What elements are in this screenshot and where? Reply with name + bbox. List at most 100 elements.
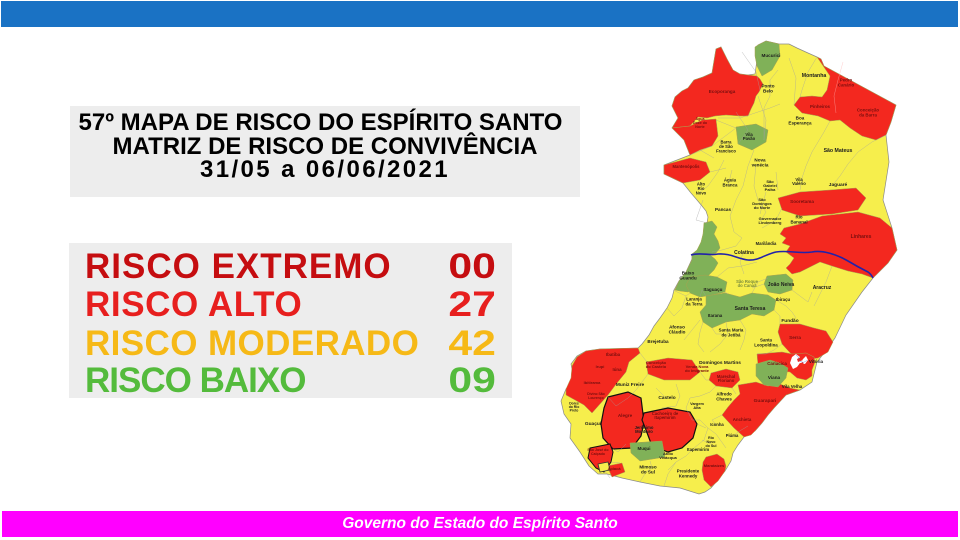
svg-text:Viana: Viana — [768, 375, 781, 380]
svg-text:São: São — [766, 179, 774, 184]
svg-text:Sooretama: Sooretama — [790, 199, 814, 204]
svg-text:Palha: Palha — [765, 187, 776, 192]
svg-text:Ibatiba: Ibatiba — [606, 352, 621, 357]
svg-text:Guaçuí: Guaçuí — [585, 421, 602, 427]
svg-text:Ecoporanga: Ecoporanga — [709, 89, 736, 94]
svg-text:Montanha: Montanha — [802, 73, 827, 79]
svg-text:Cláudio: Cláudio — [669, 329, 686, 334]
svg-text:Brejetuba: Brejetuba — [647, 339, 669, 344]
svg-text:Alta: Alta — [693, 406, 701, 410]
svg-text:São: São — [758, 197, 766, 202]
svg-text:Itapemirim: Itapemirim — [654, 415, 675, 420]
svg-text:Preto: Preto — [570, 409, 579, 413]
svg-text:Laranja: Laranja — [686, 297, 702, 302]
svg-text:do Sul: do Sul — [641, 469, 655, 474]
svg-text:Mantenópolis: Mantenópolis — [673, 164, 701, 169]
svg-text:Marechal: Marechal — [717, 374, 735, 379]
svg-text:Anchieta: Anchieta — [733, 417, 752, 422]
svg-text:Ponto: Ponto — [761, 84, 774, 89]
svg-text:Leopoldina: Leopoldina — [754, 342, 778, 347]
svg-text:do Sul: do Sul — [706, 444, 717, 448]
svg-text:Vivácqua: Vivácqua — [659, 455, 677, 460]
svg-text:Iconha: Iconha — [710, 422, 724, 427]
svg-text:Vila Velha: Vila Velha — [782, 384, 803, 389]
svg-text:Divino São: Divino São — [587, 392, 605, 396]
svg-text:Vila: Vila — [745, 132, 753, 137]
svg-text:do Castelo: do Castelo — [646, 364, 667, 369]
svg-text:de Jetibá: de Jetibá — [721, 332, 741, 337]
svg-text:Serra: Serra — [789, 335, 801, 340]
svg-text:Nova: Nova — [754, 158, 766, 163]
svg-text:Calçado: Calçado — [591, 452, 606, 456]
svg-text:Atílio: Atílio — [663, 451, 674, 456]
svg-text:Pinheiros: Pinheiros — [810, 104, 831, 109]
svg-text:São Mateus: São Mateus — [824, 148, 853, 154]
svg-text:Floriano: Floriano — [718, 378, 735, 383]
svg-text:Cachoeiro de: Cachoeiro de — [652, 411, 679, 416]
svg-text:Pavão: Pavão — [743, 136, 756, 141]
svg-text:Guandu: Guandu — [679, 275, 697, 280]
svg-text:do Norte: do Norte — [754, 205, 771, 210]
svg-text:Governador: Governador — [759, 216, 782, 221]
svg-text:Guarapari: Guarapari — [754, 398, 777, 404]
svg-text:venécia: venécia — [752, 162, 769, 167]
svg-text:Domingos: Domingos — [752, 201, 772, 206]
svg-text:da Barra: da Barra — [859, 112, 877, 117]
svg-text:Linhares: Linhares — [851, 234, 872, 240]
svg-text:Cariacica: Cariacica — [767, 361, 787, 366]
svg-text:Santa: Santa — [760, 338, 773, 343]
svg-text:Norte: Norte — [695, 125, 704, 129]
svg-text:Rio: Rio — [698, 186, 705, 191]
svg-text:Colatina: Colatina — [734, 250, 754, 256]
svg-text:Vila: Vila — [795, 177, 803, 182]
svg-text:Águia: Águia — [724, 178, 737, 183]
svg-text:Vitória: Vitória — [809, 359, 824, 364]
svg-text:Baixo: Baixo — [682, 271, 695, 276]
svg-text:Vargem: Vargem — [690, 402, 704, 406]
svg-text:Muniz Freire: Muniz Freire — [616, 382, 645, 388]
svg-text:Monteiro: Monteiro — [635, 429, 653, 434]
svg-text:Rio: Rio — [795, 215, 802, 220]
svg-text:Ibitirama: Ibitirama — [584, 380, 601, 385]
svg-text:Valério: Valério — [792, 181, 806, 186]
svg-text:Chaves: Chaves — [716, 396, 732, 401]
svg-text:Jaguaré: Jaguaré — [829, 182, 848, 188]
svg-text:Alegre: Alegre — [618, 413, 633, 418]
svg-text:do Imigrante: do Imigrante — [685, 368, 710, 373]
svg-text:de São: de São — [719, 144, 733, 149]
svg-text:Itapemirim: Itapemirim — [687, 447, 709, 452]
svg-text:Piúma: Piúma — [726, 433, 739, 438]
svg-text:Santa Maria: Santa Maria — [719, 328, 744, 333]
svg-text:Canário: Canário — [838, 82, 855, 87]
svg-text:Irupi: Irupi — [596, 364, 605, 369]
svg-text:Água: Água — [696, 116, 706, 121]
svg-text:Aracruz: Aracruz — [813, 285, 832, 291]
svg-text:Pancas: Pancas — [715, 207, 732, 212]
svg-text:Presidente: Presidente — [677, 469, 700, 474]
svg-text:do Rio: do Rio — [569, 405, 580, 409]
svg-text:Novo: Novo — [707, 440, 717, 444]
svg-text:Itaguaçu: Itaguaçu — [704, 287, 723, 292]
svg-text:Kennedy: Kennedy — [679, 473, 698, 478]
svg-text:Conceição: Conceição — [857, 108, 880, 113]
svg-text:Marilândia: Marilândia — [756, 241, 777, 246]
svg-text:Mucurici: Mucurici — [762, 53, 781, 58]
svg-text:Jerônimo: Jerônimo — [635, 425, 654, 430]
svg-text:Esperança: Esperança — [788, 120, 812, 125]
svg-text:Afonso: Afonso — [669, 325, 685, 330]
svg-text:Lindemberg: Lindemberg — [759, 220, 782, 225]
svg-text:Castelo: Castelo — [658, 395, 675, 401]
svg-text:Lourenço: Lourenço — [588, 396, 603, 400]
svg-text:Ibiraçu: Ibiraçu — [776, 297, 791, 302]
svg-text:Barra: Barra — [721, 140, 733, 145]
svg-text:Marataízes: Marataízes — [704, 463, 725, 468]
svg-text:Alfredo: Alfredo — [716, 392, 732, 397]
svg-text:Santa Teresa: Santa Teresa — [735, 306, 766, 312]
svg-text:São José do: São José do — [587, 448, 609, 452]
svg-text:Boa: Boa — [796, 116, 805, 121]
svg-text:Muqui: Muqui — [638, 446, 651, 451]
svg-text:da Terra: da Terra — [685, 301, 703, 306]
svg-text:Mimoso: Mimoso — [639, 465, 657, 470]
svg-text:Iúna: Iúna — [612, 367, 622, 372]
svg-text:Conceição: Conceição — [646, 360, 667, 365]
